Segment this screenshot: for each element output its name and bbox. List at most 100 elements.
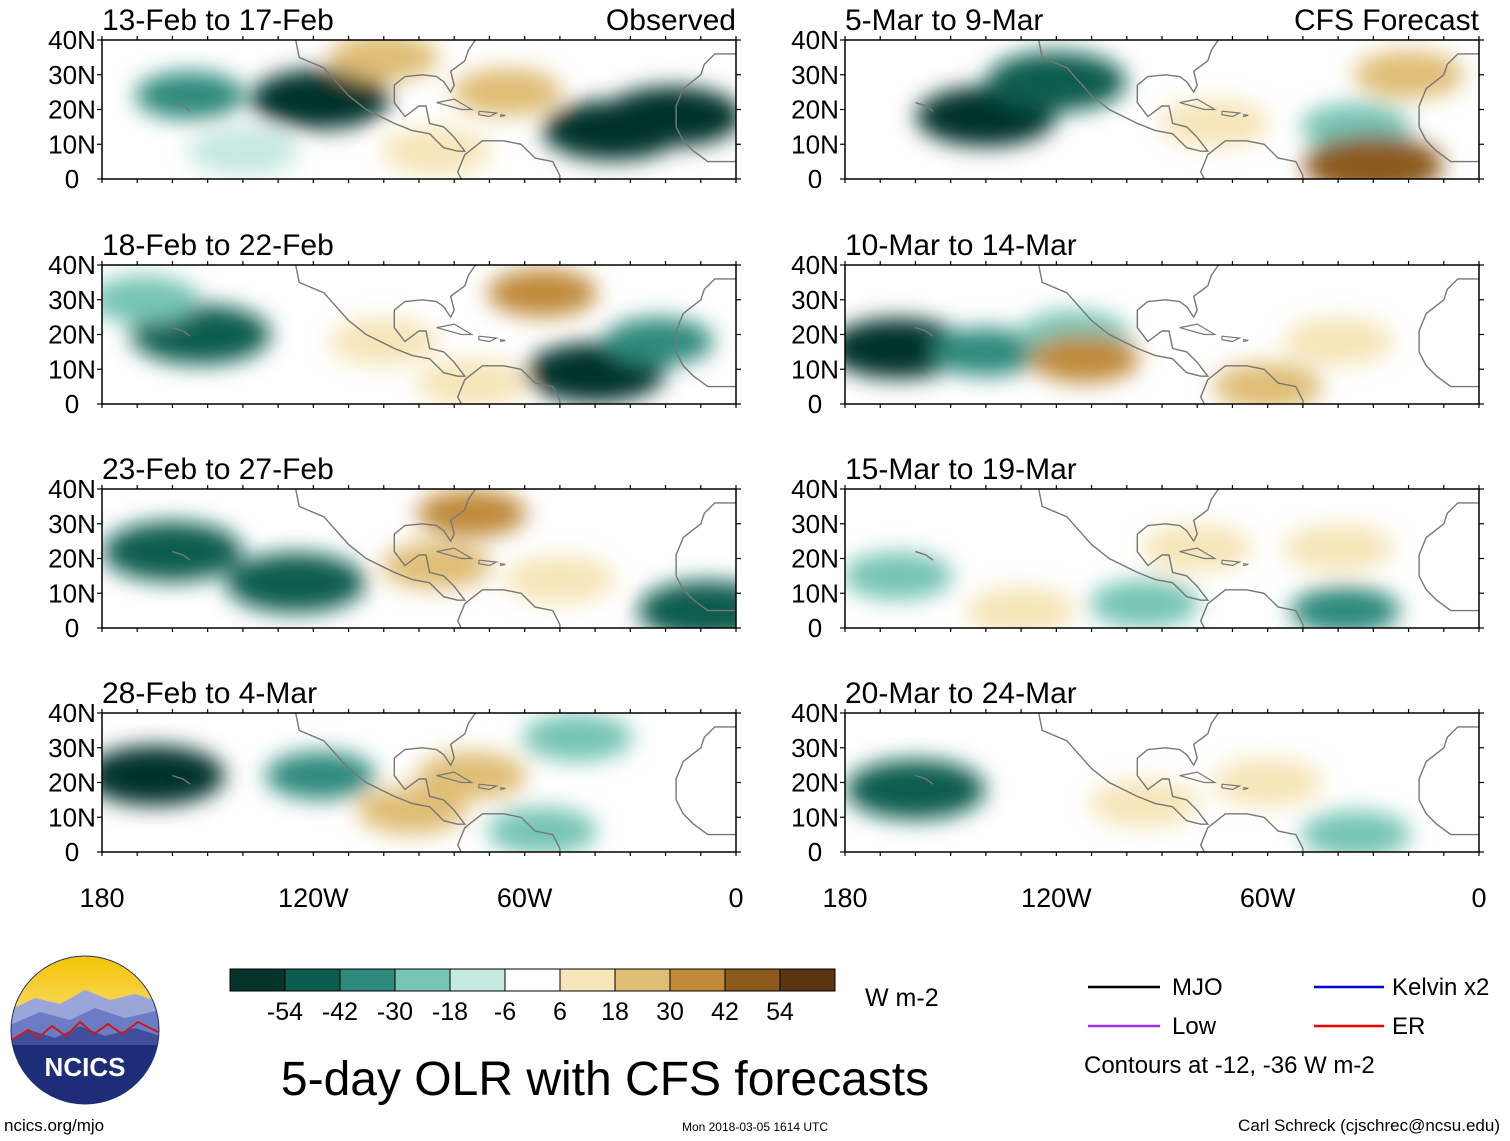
coastline	[1038, 265, 1219, 377]
island-outline	[1179, 547, 1217, 560]
coastline	[675, 502, 736, 576]
panel-date-range: 5-Mar to 9-Mar	[845, 4, 1043, 37]
olr-anomaly	[102, 275, 200, 324]
lat-tick-label: 0	[808, 164, 822, 194]
map-panel: 40N 30N 20N 10N 0 18-Feb to 22-Feb	[48, 229, 741, 419]
panel-date-range: 13-Feb to 17-Feb	[102, 4, 334, 37]
island-outline	[478, 559, 499, 567]
coastline	[1199, 589, 1304, 628]
column-label: CFS Forecast	[1294, 4, 1480, 37]
colorbar-tick-label: -54	[267, 998, 303, 1026]
coastline	[172, 101, 191, 112]
olr-anomaly	[1300, 810, 1411, 852]
olr-anomaly	[1303, 135, 1444, 179]
olr-anomaly	[966, 586, 1077, 628]
lat-tick-label: 40N	[791, 698, 839, 728]
island-outline	[436, 771, 474, 784]
colorbar-tick-label: 42	[711, 998, 739, 1026]
olr-anomaly	[102, 521, 243, 582]
coastline	[1418, 799, 1479, 836]
lat-tick-label: 10N	[791, 802, 839, 832]
coastline	[295, 713, 476, 825]
colorbar-swatch	[779, 968, 836, 992]
lat-tick-label: 20N	[48, 544, 96, 574]
coastline	[295, 265, 476, 377]
island-outline	[1221, 110, 1242, 118]
coastline	[915, 774, 934, 785]
island-outline	[478, 335, 499, 343]
colorbar-swatch	[229, 968, 286, 992]
olr-anomaly	[102, 745, 225, 806]
colorbar-swatch	[724, 968, 781, 992]
coastline	[915, 326, 934, 337]
coastline	[1418, 351, 1479, 388]
panel-date-range: 15-Mar to 19-Mar	[845, 453, 1077, 486]
map-panel: 40N 30N 20N 10N 0 10-Mar to 14-Mar	[791, 229, 1484, 419]
colorbar: -54 -42 -30 -18 -6 6 18 30 42 54	[229, 968, 836, 1026]
olr-anomaly	[1283, 317, 1394, 366]
coastline	[915, 550, 934, 561]
colorbar-swatch	[614, 968, 671, 992]
island-outline	[1242, 787, 1249, 791]
olr-anomaly	[1353, 50, 1464, 99]
olr-anomaly	[381, 541, 492, 590]
olr-anomaly	[1089, 779, 1200, 828]
coastline	[915, 101, 934, 112]
legend-label-kelvin: Kelvin x2	[1392, 974, 1489, 1001]
olr-anomaly	[930, 327, 1041, 376]
lat-tick-label: 30N	[48, 285, 96, 315]
island-outline	[1221, 783, 1242, 791]
coastline	[675, 126, 736, 163]
footer-timestamp: Mon 2018-03-05 1614 UTC	[682, 1120, 828, 1134]
coastline	[675, 53, 736, 127]
coastline	[675, 351, 736, 388]
olr-anomaly	[637, 580, 736, 628]
lat-tick-label: 10N	[48, 578, 96, 608]
lat-tick-label: 20N	[791, 544, 839, 574]
panel-date-range: 10-Mar to 14-Mar	[845, 229, 1077, 262]
lat-tick-label: 10N	[791, 354, 839, 384]
legend-label-mjo: MJO	[1172, 974, 1223, 1001]
coastline	[1418, 575, 1479, 612]
island-outline	[499, 114, 506, 118]
olr-anomaly	[845, 759, 986, 820]
map-panel: 40N 30N 20N 10N 0 28-Feb to 4-Mar	[48, 677, 741, 867]
lat-tick-label: 30N	[791, 509, 839, 539]
lat-tick-label: 20N	[48, 95, 96, 125]
island-outline	[478, 110, 499, 118]
lat-tick-label: 0	[808, 837, 822, 867]
lat-tick-label: 0	[808, 389, 822, 419]
island-outline	[499, 563, 506, 567]
olr-anomaly	[328, 40, 439, 82]
lat-tick-label: 20N	[48, 320, 96, 350]
olr-anomaly	[381, 127, 492, 176]
lat-tick-label: 20N	[791, 768, 839, 798]
coastline	[172, 774, 191, 785]
colorbar-tick-label: -6	[494, 998, 516, 1026]
olr-anomaly	[845, 318, 968, 379]
lat-tick-label: 40N	[791, 250, 839, 280]
lat-tick-label: 30N	[791, 285, 839, 315]
lat-tick-label: 40N	[48, 250, 96, 280]
coastline	[675, 575, 736, 612]
island-outline	[1242, 339, 1249, 343]
olr-anomaly	[602, 86, 736, 147]
colorbar-swatch	[339, 968, 396, 992]
olr-anomaly	[522, 713, 633, 762]
island-outline	[1221, 559, 1242, 567]
coastline	[1199, 365, 1304, 404]
lat-tick-label: 20N	[791, 95, 839, 125]
coastline	[1038, 713, 1219, 825]
island-outline	[1242, 563, 1249, 567]
olr-anomaly	[603, 317, 714, 366]
legend-label-er: ER	[1392, 1013, 1425, 1040]
olr-anomaly	[187, 127, 298, 176]
footer-url: ncics.org/mjo	[4, 1116, 104, 1135]
lon-tick-label: 180	[79, 883, 124, 913]
lat-tick-label: 30N	[48, 733, 96, 763]
legend: MJO Kelvin x2 Low ER Contours at -12, -3…	[1084, 974, 1489, 1079]
island-outline	[1242, 114, 1249, 118]
olr-anomaly	[504, 555, 615, 604]
lat-tick-label: 0	[65, 613, 79, 643]
